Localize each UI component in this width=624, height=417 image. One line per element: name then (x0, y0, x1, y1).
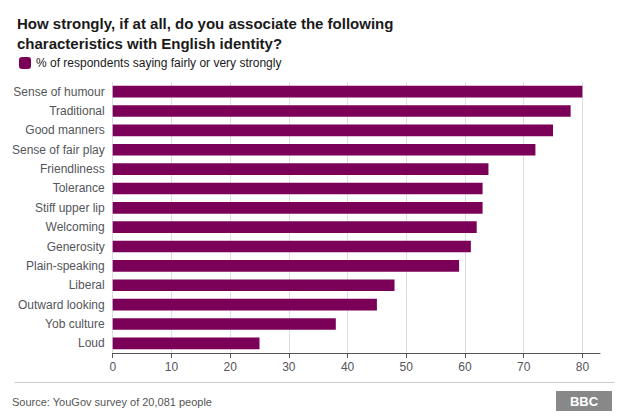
svg-text:40: 40 (341, 360, 355, 374)
svg-text:Plain-speaking: Plain-speaking (26, 259, 105, 273)
svg-text:20: 20 (223, 360, 237, 374)
svg-text:70: 70 (517, 360, 531, 374)
svg-text:characteristics with English i: characteristics with English identity? (17, 35, 282, 52)
svg-text:Sense of fair play: Sense of fair play (12, 143, 105, 157)
svg-text:Friendliness: Friendliness (40, 162, 105, 176)
svg-text:Outward looking: Outward looking (18, 298, 105, 312)
svg-text:Tolerance: Tolerance (53, 181, 105, 195)
svg-text:Generosity: Generosity (47, 240, 105, 254)
svg-text:Good manners: Good manners (25, 123, 104, 137)
svg-text:30: 30 (282, 360, 296, 374)
svg-text:0: 0 (109, 360, 116, 374)
svg-text:How strongly, if at all, do yo: How strongly, if at all, do you associat… (17, 15, 393, 32)
svg-text:50: 50 (400, 360, 414, 374)
svg-text:Traditional: Traditional (49, 104, 105, 118)
svg-text:BBC: BBC (570, 394, 599, 409)
svg-text:80: 80 (576, 360, 590, 374)
svg-text:Liberal: Liberal (69, 278, 105, 292)
svg-text:% of respondents saying fairly: % of respondents saying fairly or very s… (36, 56, 281, 70)
svg-text:10: 10 (165, 360, 179, 374)
svg-text:60: 60 (458, 360, 472, 374)
svg-text:Source: YouGov survey of 20,08: Source: YouGov survey of 20,081 people (12, 396, 212, 408)
svg-text:Loud: Loud (78, 336, 105, 350)
svg-text:Welcoming: Welcoming (46, 220, 105, 234)
svg-text:Sense of humour: Sense of humour (13, 85, 104, 99)
svg-text:Stiff upper lip: Stiff upper lip (35, 201, 105, 215)
svg-text:Yob culture: Yob culture (45, 317, 105, 331)
